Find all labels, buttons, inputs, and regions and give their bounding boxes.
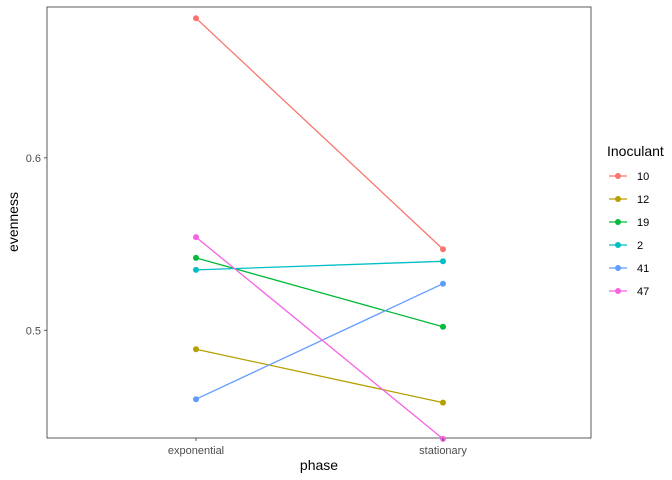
legend-label: 47	[637, 286, 649, 298]
legend-item-2: 2	[609, 240, 643, 252]
legend-item-10: 10	[609, 171, 649, 183]
series-lines	[195, 17, 444, 440]
data-point-41-stationary	[440, 280, 446, 287]
legend-item-47: 47	[609, 286, 649, 298]
y-axis: 0.5 0.6	[26, 153, 47, 337]
series-line-47	[195, 236, 444, 440]
data-point-12-stationary	[440, 399, 446, 406]
legend: Inoculant 10 12 19 2 41 47	[607, 143, 664, 298]
legend-key-point	[615, 265, 621, 271]
legend-key-point	[615, 196, 621, 202]
series-line-41	[195, 283, 444, 400]
legend-label: 41	[637, 263, 649, 275]
data-point-41-exponential	[193, 396, 199, 403]
legend-items: 10 12 19 2 41 47	[609, 171, 649, 298]
legend-item-19: 19	[609, 217, 649, 229]
legend-key-point	[615, 242, 621, 248]
data-point-10-exponential	[193, 15, 199, 22]
y-tick-label: 0.5	[26, 325, 41, 337]
legend-label: 19	[637, 217, 649, 229]
series-line-2	[195, 260, 444, 271]
series-line-10	[195, 17, 444, 250]
legend-key-point	[615, 288, 621, 294]
legend-label: 10	[637, 171, 649, 183]
legend-item-12: 12	[609, 194, 649, 206]
legend-label: 2	[637, 240, 643, 252]
data-point-2-exponential	[193, 266, 199, 273]
x-axis-title: phase	[300, 457, 338, 473]
data-point-12-exponential	[193, 346, 199, 353]
data-point-10-stationary	[440, 246, 446, 253]
data-point-19-stationary	[440, 323, 446, 330]
y-axis-title: evenness	[5, 192, 21, 252]
data-point-47-exponential	[193, 234, 199, 241]
legend-item-41: 41	[609, 263, 649, 275]
x-tick-label: exponential	[168, 445, 224, 457]
x-tick-label: stationary	[419, 445, 467, 457]
series-line-19	[195, 257, 444, 328]
legend-key-point	[615, 219, 621, 225]
legend-title: Inoculant	[607, 143, 664, 159]
plot-panel	[46, 6, 592, 439]
legend-key-point	[615, 173, 621, 179]
series-line-12	[195, 348, 444, 404]
legend-label: 12	[637, 194, 649, 206]
x-axis: exponential stationary	[168, 438, 467, 457]
y-tick-label: 0.6	[26, 153, 41, 165]
data-point-2-stationary	[440, 258, 446, 265]
data-point-19-exponential	[193, 254, 199, 261]
